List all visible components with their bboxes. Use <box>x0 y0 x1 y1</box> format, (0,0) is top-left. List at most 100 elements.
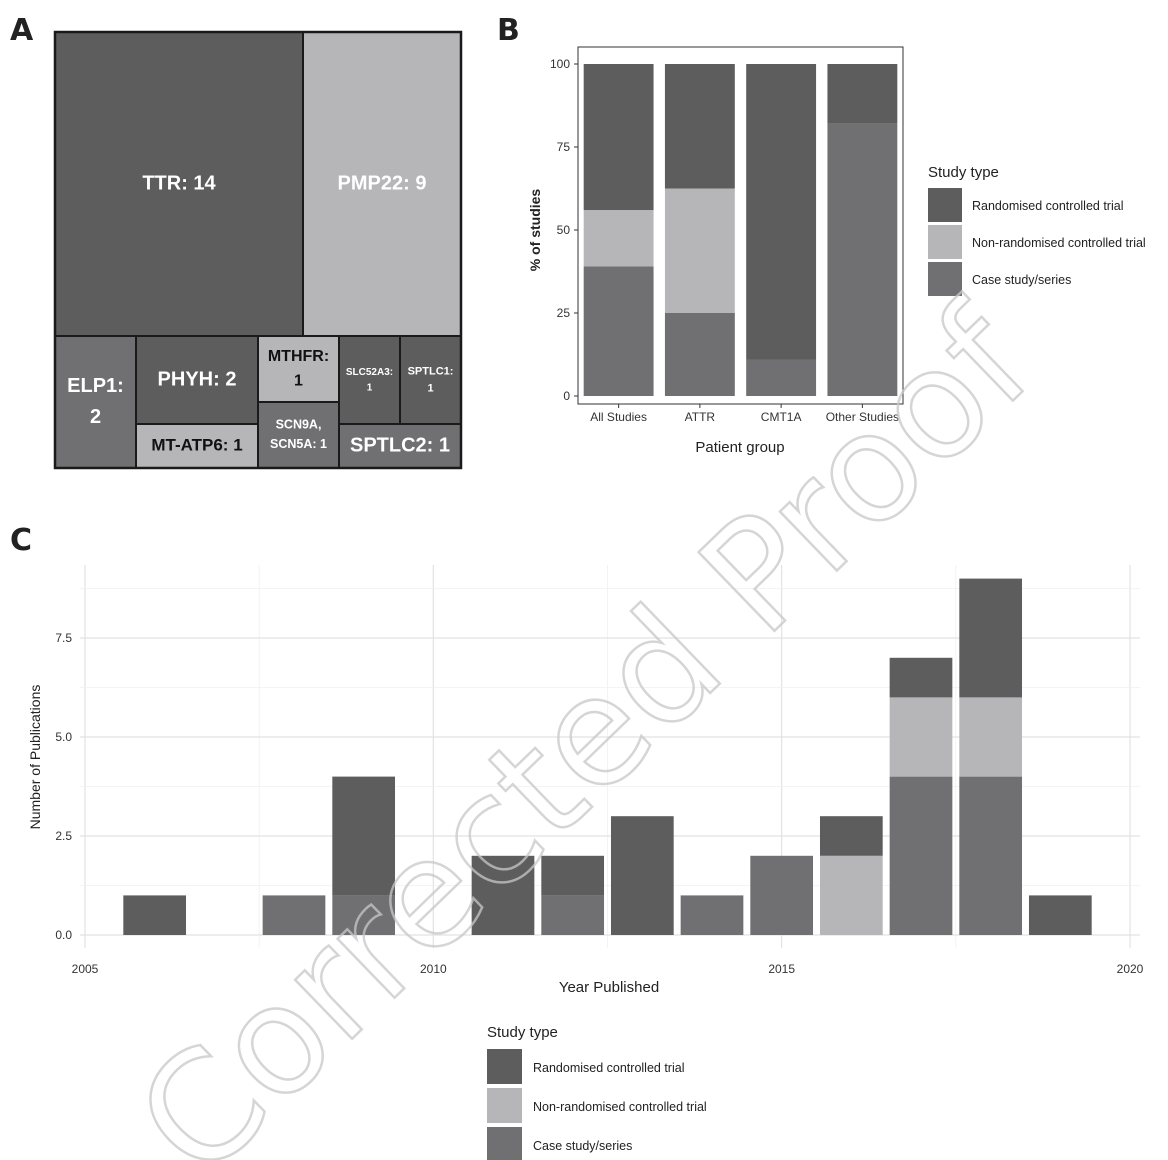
bar-c-2019-randomised-controlled-trial <box>1028 895 1092 935</box>
x-ticks-panel-c: 2005 2010 2015 2020 <box>72 962 1144 976</box>
bar-b-attr-non-randomised-controlled-trial <box>664 188 735 313</box>
treemap-label-pmp22: PMP22: 9 <box>338 172 427 194</box>
x-axis-title-b: Patient group <box>695 439 784 456</box>
stacked-bar-chart-panel-b: 0 25 50 75 100 All Studies ATTR CMT1A Other Stu… <box>527 46 1146 456</box>
treemap-tile-rect-elp1 <box>54 335 137 469</box>
treemap-tile-rect-ttr <box>54 31 304 337</box>
bar-c-2017-randomised-controlled-trial <box>889 657 953 698</box>
treemap-label-scn9a-scn5a-line-2: SCN5A: 1 <box>270 437 327 451</box>
treemap-label-slc52a3-line-2: 1 <box>367 382 373 393</box>
legend-swatch-c-randomised-controlled-trial <box>487 1049 522 1084</box>
x-tick-label-c-2020: 2020 <box>1117 962 1144 976</box>
treemap-label-elp1-line-2: 2 <box>90 406 101 428</box>
bars-panel-b <box>583 64 898 396</box>
treemap-label-scn9a-scn5a-line-1: SCN9A, <box>276 418 322 432</box>
legend-label-c-randomised-controlled-trial: Randomised controlled trial <box>533 1061 684 1075</box>
treemap-label-sptlc1-line-2: 1 <box>427 382 433 394</box>
y-axis-title-c: Number of Publications <box>27 685 43 830</box>
x-tick-label-c-2015: 2015 <box>768 962 795 976</box>
y-tick-label-b-50: 50 <box>557 223 571 237</box>
legend-label-c-non-randomised-controlled-trial: Non-randomised controlled trial <box>533 1100 707 1114</box>
bar-c-2017-non-randomised-controlled-trial <box>889 697 953 777</box>
legend-swatch-b-case-study-series <box>928 262 962 296</box>
stacked-bar-chart-panel-c: 0.0 2.5 5.0 7.5 2005 2010 2015 2020 Number of … <box>27 565 1144 1160</box>
treemap-tile-sptlc2: SPTLC2: 1 <box>338 423 462 469</box>
bar-c-2014-case-study-series <box>680 895 744 935</box>
treemap-outer-border <box>53 30 463 470</box>
treemap-tile-rect-sptlc1 <box>399 335 462 425</box>
legend-panel-b: Study type Randomised controlled trial Non… <box>928 164 1146 296</box>
treemap-label-mt-atp6: MT-ATP6: 1 <box>151 435 242 454</box>
legend-swatch-b-non-randomised-controlled-trial <box>928 225 962 259</box>
bar-c-2011-randomised-controlled-trial <box>471 855 535 935</box>
panel-letter-a: A <box>10 13 34 48</box>
x-tick-label-b-other-studies: Other Studies <box>826 410 899 424</box>
y-tick-label-b-100: 100 <box>550 57 570 71</box>
treemap-label-elp1-line-1: ELP1: <box>67 375 124 397</box>
bar-b-all-studies-case-study-series <box>583 266 654 396</box>
y-tick-label-c-2-5: 2.5 <box>55 829 72 843</box>
x-tick-label-c-2005: 2005 <box>72 962 99 976</box>
bar-b-cmt1a-randomised-controlled-trial <box>746 64 817 360</box>
treemap-tile-slc52a3: SLC52A3: 1 <box>338 335 401 425</box>
y-tick-label-b-75: 75 <box>557 140 571 154</box>
bar-c-2018-case-study-series <box>959 776 1023 935</box>
treemap-label-sptlc1-line-1: SPTLC1: <box>408 365 454 377</box>
x-tick-label-b-cmt1a: CMT1A <box>761 410 802 424</box>
treemap-tile-elp1: ELP1: 2 <box>54 335 137 469</box>
bar-c-2012-randomised-controlled-trial <box>541 855 605 896</box>
panel-letter-c: C <box>10 523 32 558</box>
y-tick-label-c-0-0: 0.0 <box>55 928 72 942</box>
bar-b-other-studies-randomised-controlled-trial <box>827 64 898 124</box>
legend-swatch-c-case-study-series <box>487 1127 522 1160</box>
legend-label-c-case-study-series: Case study/series <box>533 1139 632 1153</box>
bar-b-attr-case-study-series <box>664 313 735 396</box>
bar-b-attr-randomised-controlled-trial <box>664 64 735 189</box>
panel-letter-b: B <box>497 13 520 48</box>
treemap-panel-a: TTR: 14 PMP22: 9 ELP1: 2 PHYH: 2 MT-ATP6: 1 MT… <box>53 30 463 470</box>
treemap-label-mthfr-line-2: 1 <box>294 373 303 390</box>
legend-label-b-non-randomised-controlled-trial: Non-randomised controlled trial <box>972 236 1146 250</box>
x-tick-label-b-all-studies: All Studies <box>590 410 647 424</box>
x-tick-label-b-attr: ATTR <box>685 410 716 424</box>
y-ticks-panel-b: 0 25 50 75 100 <box>550 57 578 403</box>
bar-b-other-studies-case-study-series <box>827 123 898 396</box>
bar-b-all-studies-randomised-controlled-trial <box>583 64 654 211</box>
bars-panel-c <box>123 578 1092 935</box>
bar-c-2017-case-study-series <box>889 776 953 935</box>
bar-c-2009-case-study-series <box>332 895 396 935</box>
treemap-label-ttr: TTR: 14 <box>142 172 216 194</box>
treemap-tile-sptlc1: SPTLC1: 1 <box>399 335 462 425</box>
treemap-label-sptlc2: SPTLC2: 1 <box>350 434 450 456</box>
treemap-tile-phyh: PHYH: 2 <box>135 335 259 425</box>
treemap-tile-rect-scn9a-scn5a <box>257 401 340 469</box>
bar-c-2015-case-study-series <box>750 855 814 935</box>
y-ticks-panel-c: 0.0 2.5 5.0 7.5 <box>55 631 72 942</box>
y-tick-label-c-5-0: 5.0 <box>55 730 72 744</box>
bar-c-2006-randomised-controlled-trial <box>123 895 187 935</box>
treemap-label-slc52a3-line-1: SLC52A3: <box>346 367 393 378</box>
bar-c-2008-case-study-series <box>262 895 326 935</box>
bar-c-2013-randomised-controlled-trial <box>610 816 674 935</box>
legend-panel-c: Study type Randomised controlled trial Non… <box>487 1024 707 1160</box>
bar-c-2016-non-randomised-controlled-trial <box>819 855 883 935</box>
legend-swatch-b-randomised-controlled-trial <box>928 188 962 222</box>
treemap-tile-pmp22: PMP22: 9 <box>302 31 462 337</box>
bar-c-2016-randomised-controlled-trial <box>819 816 883 856</box>
y-tick-label-c-7-5: 7.5 <box>55 631 72 645</box>
legend-label-b-case-study-series: Case study/series <box>972 273 1071 287</box>
treemap-tile-rect-mthfr <box>257 335 340 403</box>
legend-swatch-c-non-randomised-controlled-trial <box>487 1088 522 1123</box>
bar-b-cmt1a-case-study-series <box>746 359 817 396</box>
bar-c-2009-randomised-controlled-trial <box>332 776 396 896</box>
treemap-tile-ttr: TTR: 14 <box>54 31 304 337</box>
y-tick-label-b-0: 0 <box>563 389 570 403</box>
bar-c-2018-non-randomised-controlled-trial <box>959 697 1023 777</box>
bar-c-2018-randomised-controlled-trial <box>959 578 1023 698</box>
treemap-label-phyh: PHYH: 2 <box>158 368 237 390</box>
y-axis-title-b: % of studies <box>527 189 543 272</box>
x-ticks-panel-b: All Studies ATTR CMT1A Other Studies <box>590 404 899 424</box>
treemap-tile-rect-pmp22 <box>302 31 462 337</box>
x-axis-title-c: Year Published <box>559 979 659 996</box>
